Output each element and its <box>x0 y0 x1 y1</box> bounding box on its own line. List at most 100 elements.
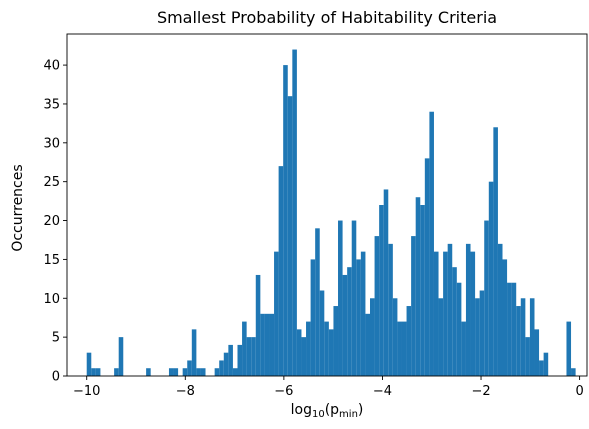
x-axis-label: log10(pmin) <box>290 402 364 420</box>
histogram-bar <box>433 251 439 376</box>
histogram-bar <box>328 329 334 376</box>
histogram-bar <box>246 337 252 376</box>
histogram-bar <box>392 298 398 376</box>
histogram-bar <box>374 236 380 376</box>
histogram-bar <box>497 243 503 376</box>
y-tick-label: 30 <box>43 136 60 151</box>
histogram-bar <box>461 321 466 376</box>
histogram-bar <box>292 49 297 376</box>
histogram-bar <box>196 368 201 376</box>
histogram-bar <box>447 243 453 376</box>
histogram-bar <box>310 259 316 376</box>
histogram-bar <box>118 337 124 376</box>
histogram-bar <box>306 321 311 376</box>
histogram-bar <box>242 321 247 376</box>
y-tick-label: 15 <box>43 253 60 268</box>
histogram-bar <box>365 313 370 376</box>
x-axis-ticks: −10 −8 −6 −4 −2 0 <box>73 376 584 399</box>
histogram-bar <box>228 344 233 376</box>
histogram-bar <box>223 352 229 376</box>
y-tick-label: 10 <box>43 292 60 307</box>
histogram-bars <box>86 49 576 377</box>
histogram-bar <box>543 352 549 376</box>
histogram-bar <box>269 313 275 376</box>
histogram-bar <box>264 313 270 376</box>
histogram-bar <box>511 282 517 376</box>
histogram-bar <box>424 158 430 376</box>
histogram-bar <box>379 205 384 376</box>
y-tick-label: 40 <box>43 59 60 74</box>
histogram-bar <box>219 360 224 376</box>
histogram-bar <box>415 197 421 376</box>
histogram-bar <box>168 368 174 376</box>
histogram-bar <box>296 329 302 376</box>
histogram-bar <box>287 96 293 376</box>
histogram-bar <box>342 274 348 376</box>
histogram-bar <box>525 337 530 376</box>
histogram-bar <box>534 329 540 376</box>
histogram-bar <box>406 306 412 376</box>
histogram-bar <box>360 251 366 376</box>
histogram-bar <box>356 259 361 376</box>
histogram-bar <box>520 298 526 376</box>
histogram-bar <box>91 368 96 376</box>
x-tick-label: −2 <box>471 384 490 399</box>
chart-title: Smallest Probability of Habitability Cri… <box>156 8 498 27</box>
x-tick-label: −10 <box>73 384 100 399</box>
y-tick-label: 5 <box>52 331 60 346</box>
histogram-bar <box>351 220 357 376</box>
histogram-bar <box>502 259 508 376</box>
histogram-bar <box>187 360 192 376</box>
histogram-bar <box>237 344 243 376</box>
histogram-bar <box>493 127 498 376</box>
histogram-bar <box>397 321 402 376</box>
histogram-bar <box>539 360 544 376</box>
axes <box>66 33 588 377</box>
y-tick-label: 35 <box>43 97 60 112</box>
y-axis-ticks: 0 5 10 15 20 25 30 35 40 <box>43 59 67 385</box>
histogram-bar <box>484 220 489 376</box>
histogram-bar <box>114 368 119 376</box>
histogram-bar <box>452 267 457 376</box>
histogram-bar <box>315 228 320 376</box>
histogram-bar <box>338 220 343 376</box>
histogram-bar <box>191 329 197 376</box>
histogram-bar <box>146 368 151 376</box>
histogram-bar <box>388 243 393 376</box>
plot-frame <box>66 33 588 377</box>
histogram-bar <box>438 298 444 376</box>
histogram-bar <box>507 282 512 376</box>
histogram-bar <box>283 65 288 376</box>
histogram-bar <box>260 313 265 376</box>
histogram-bar <box>278 166 284 376</box>
histogram-bar <box>251 337 256 376</box>
y-tick-label: 25 <box>43 175 60 190</box>
histogram-bar <box>369 298 375 376</box>
histogram-bar <box>301 337 307 376</box>
histogram-bar <box>86 352 92 376</box>
histogram-bar <box>319 290 325 376</box>
histogram-bar <box>182 368 188 376</box>
histogram-bar <box>566 321 572 376</box>
histogram-bar <box>173 368 179 376</box>
histogram-bar <box>232 368 238 376</box>
x-tick-label: −8 <box>176 384 195 399</box>
histogram-bar <box>479 290 485 376</box>
histogram-bar <box>571 368 576 376</box>
histogram-bar <box>475 298 480 376</box>
histogram-bar <box>465 243 471 376</box>
x-tick-label: −4 <box>373 384 392 399</box>
histogram-bar <box>488 181 494 376</box>
histogram-bar <box>443 251 448 376</box>
histogram-bar <box>456 282 462 376</box>
histogram-bar <box>214 368 220 376</box>
histogram-bar <box>529 298 535 376</box>
y-tick-label: 20 <box>43 214 60 229</box>
histogram-bar <box>411 236 416 376</box>
histogram-bar <box>470 251 476 376</box>
histogram-bar <box>324 321 329 376</box>
histogram-bar <box>333 306 339 376</box>
histogram-bar <box>274 251 279 376</box>
histogram-bar <box>347 267 352 376</box>
